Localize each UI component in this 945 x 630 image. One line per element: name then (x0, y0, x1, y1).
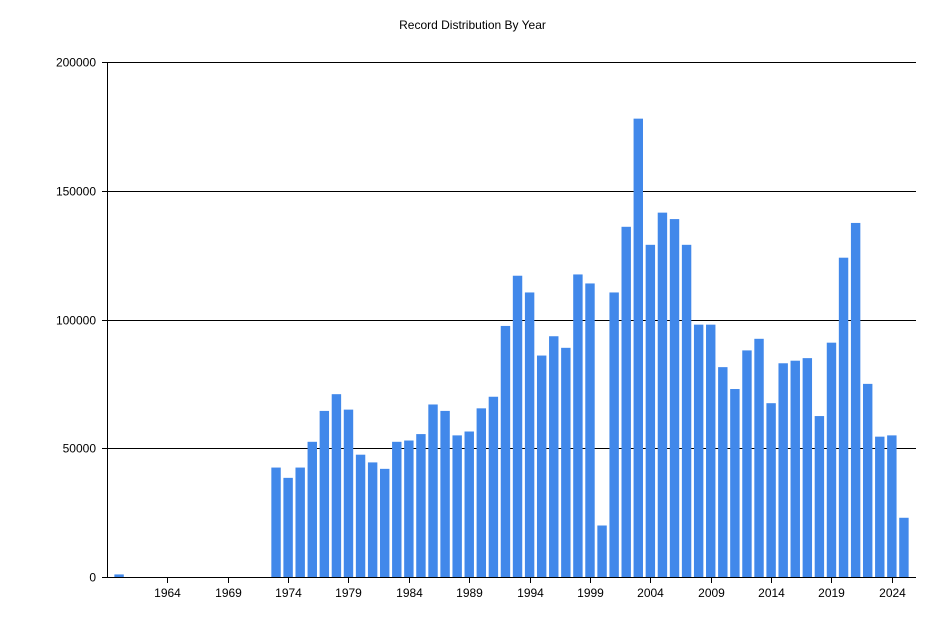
bar (693, 324, 704, 577)
bar (416, 434, 426, 577)
bar (331, 394, 342, 577)
bar (802, 358, 813, 578)
bar (742, 350, 752, 577)
bar (633, 118, 643, 578)
bar (850, 222, 861, 577)
x-tick-label: 2024 (879, 586, 906, 600)
bar (295, 467, 305, 577)
x-tick-label: 2019 (818, 586, 845, 600)
x-tick-label: 1974 (275, 586, 302, 600)
bar (778, 363, 788, 577)
bar (621, 226, 631, 578)
bar (609, 292, 619, 577)
x-tick-label: 1964 (154, 586, 181, 600)
bar (585, 283, 595, 577)
bar (657, 212, 668, 577)
bar (561, 347, 571, 577)
bar (862, 383, 873, 578)
x-tick-label: 1979 (335, 586, 362, 600)
bar (706, 324, 716, 577)
bar (319, 410, 330, 577)
bar (355, 454, 366, 577)
x-tick-label: 1969 (215, 586, 242, 600)
bar (307, 441, 317, 577)
y-tick-label: 0 (89, 571, 96, 585)
chart-title: Record Distribution By Year (399, 18, 546, 32)
bar (380, 468, 390, 577)
bar (838, 257, 849, 577)
y-tick-label: 50000 (63, 442, 97, 456)
bar (814, 416, 825, 577)
bar (754, 338, 764, 577)
bar (730, 389, 740, 577)
x-tick-label: 1999 (577, 586, 604, 600)
bar (404, 440, 414, 577)
bar (440, 410, 450, 577)
bar (718, 367, 728, 577)
bar (573, 274, 583, 577)
y-tick-label: 150000 (56, 185, 96, 199)
x-tick-label: 2009 (698, 586, 725, 600)
bar (114, 574, 124, 577)
bar (549, 336, 559, 577)
bar (392, 441, 402, 577)
x-tick-label: 2014 (758, 586, 785, 600)
bar (524, 292, 535, 577)
bar (271, 467, 281, 577)
bar (476, 408, 487, 577)
x-tick-label: 2004 (637, 586, 664, 600)
bar (681, 244, 692, 577)
x-tick-label: 1984 (396, 586, 423, 600)
bar (826, 342, 837, 577)
bar (875, 436, 885, 577)
bar (452, 435, 462, 578)
y-tick-label: 100000 (56, 314, 96, 328)
bar (645, 244, 656, 577)
bar (597, 525, 607, 577)
bar (790, 360, 800, 577)
bar (488, 396, 499, 577)
bar (899, 517, 909, 577)
x-tick-label: 1994 (517, 586, 544, 600)
y-tick-label: 200000 (56, 56, 96, 70)
x-tick-label: 1989 (456, 586, 483, 600)
bar (428, 404, 438, 577)
bar (887, 435, 897, 578)
bar (343, 409, 354, 578)
bar (367, 462, 378, 577)
bar (512, 275, 523, 577)
bar (283, 477, 293, 577)
bar (500, 325, 511, 577)
bar (766, 403, 776, 577)
bar (464, 431, 474, 577)
bar (669, 219, 680, 577)
bar (536, 355, 547, 577)
